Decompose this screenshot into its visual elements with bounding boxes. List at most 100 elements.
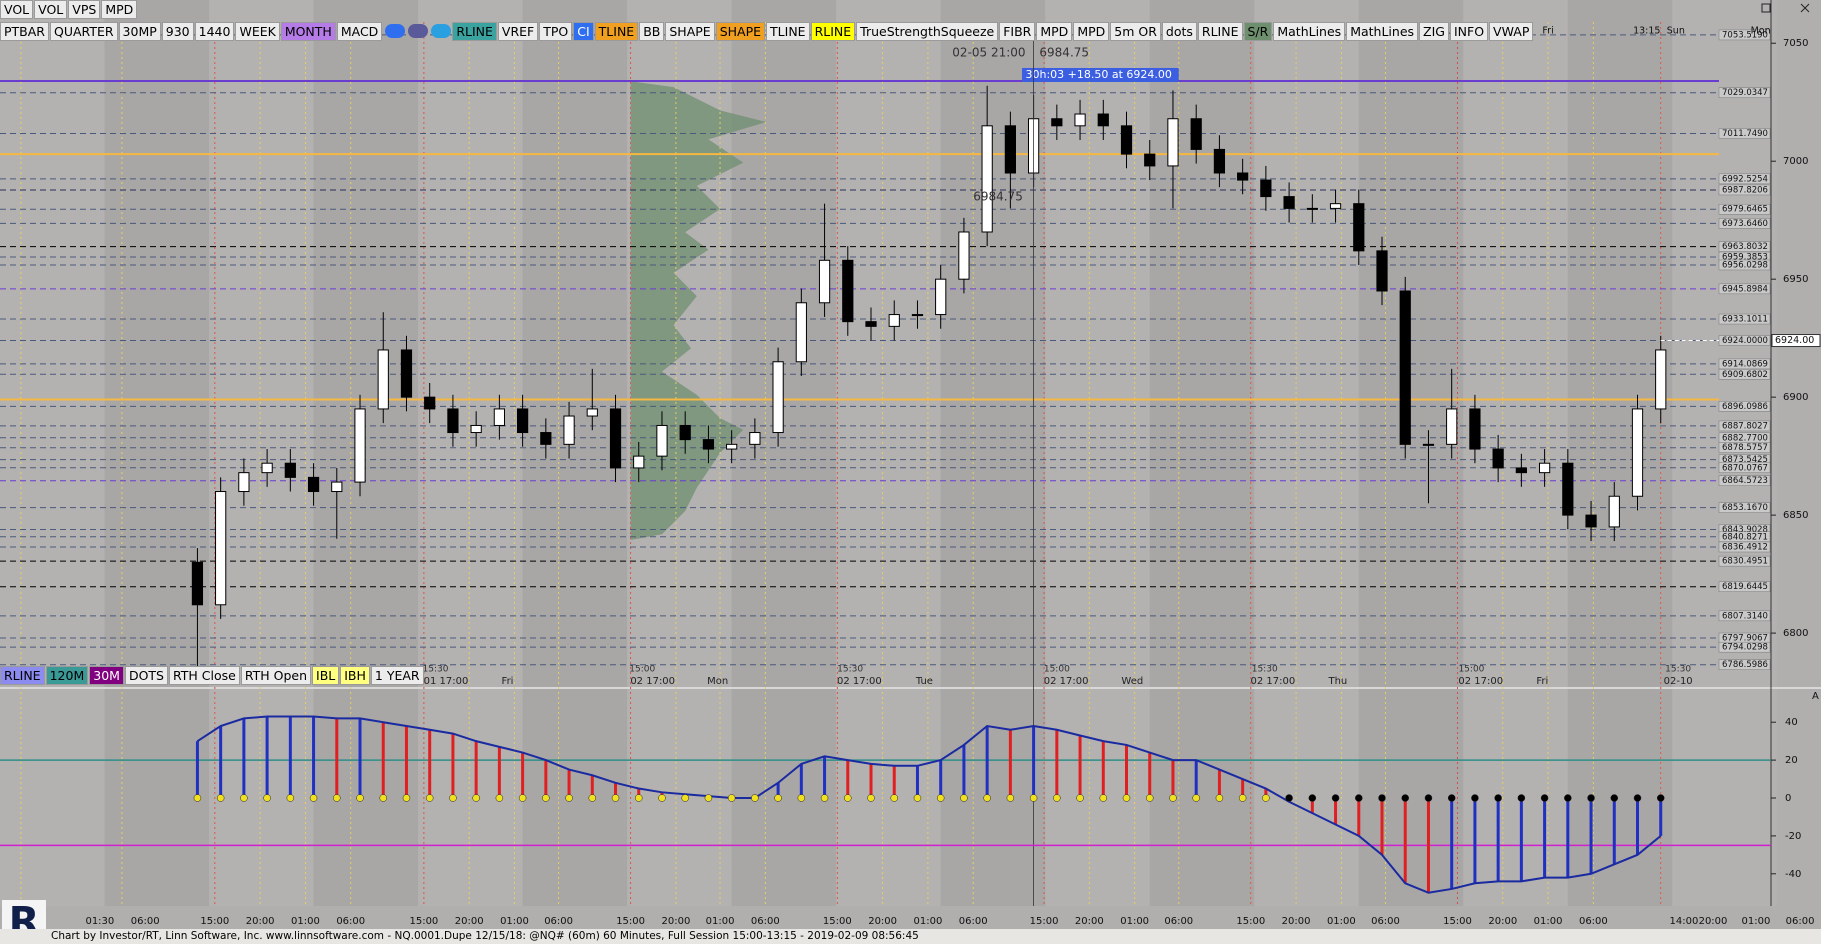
toolbar-button[interactable]: VWAP (1489, 22, 1534, 41)
session-band (313, 0, 419, 906)
zero-dot (960, 794, 968, 802)
level-label-box (1718, 369, 1771, 380)
session-band (1149, 0, 1255, 906)
toolbar-button[interactable]: INFO (1449, 22, 1489, 41)
toolbar-button[interactable]: MathLines (1273, 22, 1346, 41)
level-label: 6853.1670 (1722, 503, 1768, 513)
toolbar-button[interactable]: S/R (1243, 22, 1273, 41)
candle-body (656, 424, 668, 457)
overlay-button[interactable]: 120M (45, 666, 89, 685)
toolbar-button[interactable]: CI (573, 22, 594, 41)
toolbar-button[interactable]: RLINE (452, 22, 497, 41)
overlay-button[interactable]: IBL (312, 666, 340, 685)
x-tick-label: 20:00 (246, 916, 275, 927)
session-band (1358, 0, 1464, 906)
toolbar-button[interactable]: VOL (34, 0, 68, 19)
toolbar-button[interactable]: MACD (336, 22, 383, 41)
overlay-button[interactable]: IBH (340, 666, 370, 685)
last-price-label: 6924.00 (1775, 335, 1814, 346)
day-label: Tue (915, 676, 933, 687)
toolbar-icon[interactable] (408, 24, 429, 38)
candle-body (1469, 408, 1481, 450)
level-label: 6840.8271 (1722, 532, 1768, 542)
toolbar-button[interactable]: SHAPE (715, 22, 766, 41)
toolbar-button[interactable]: RLINE (1197, 22, 1243, 41)
toolbar-button[interactable]: MONTH (280, 22, 336, 41)
toolbar-icon[interactable] (385, 24, 406, 38)
crosshair-time: 02-05 21:00 (952, 46, 1025, 60)
zero-dot (797, 794, 806, 802)
session-label: 15:00 (1458, 665, 1484, 675)
annotation-box (1021, 67, 1179, 82)
level-label: 6882.7700 (1722, 433, 1768, 443)
level-label-box (1718, 203, 1771, 215)
zero-dot (216, 794, 225, 802)
x-tick-label: 20:00 (1699, 916, 1728, 927)
overlay-button[interactable]: RLINE (0, 666, 45, 685)
window-restore[interactable] (1761, 3, 1771, 13)
candle-body (516, 408, 529, 434)
x-tick-label: 15:00 (616, 916, 645, 927)
toolbar-button[interactable]: MPD (101, 0, 138, 19)
panel-divider (0, 687, 1821, 689)
panel-tag: A (1812, 691, 1819, 702)
toolbar-button[interactable]: QUARTER (50, 22, 118, 41)
toolbar-button[interactable]: ZIG (1419, 22, 1449, 41)
toolbar-button[interactable]: PTBAR (0, 22, 49, 41)
x-tick-label: 15:00 (200, 916, 229, 927)
toolbar-button[interactable]: 5m OR (1110, 22, 1161, 41)
x-tick-label: 01:00 (1742, 916, 1771, 927)
zero-dot (565, 794, 573, 802)
toolbar-button[interactable]: BB (639, 22, 665, 41)
x-tick-label: 06:00 (544, 916, 573, 927)
zero-dot (1006, 794, 1015, 802)
overlay-button[interactable]: 1 YEAR (370, 666, 424, 685)
level-label: 6924.0000 (1722, 336, 1768, 346)
candle-body (238, 472, 250, 493)
status-bar: Chart by Investor/RT, Linn Software, Inc… (0, 929, 1821, 944)
toolbar-button[interactable]: 1440 (194, 22, 235, 41)
toolbar-button[interactable]: SHAPE (665, 22, 715, 41)
toolbar-button[interactable]: TrueStrengthSqueeze (856, 22, 999, 41)
candle-body (586, 408, 598, 417)
toolbar-button[interactable]: 30MP (118, 22, 161, 41)
zero-dot (1099, 794, 1108, 802)
toolbar-button[interactable]: MPD (1036, 22, 1073, 41)
zero-dot (774, 794, 782, 802)
candle-body (307, 476, 320, 493)
toolbar-button[interactable]: 930 (161, 22, 194, 41)
toolbar-button[interactable]: MPD (1073, 22, 1110, 41)
window-close[interactable] (1800, 3, 1810, 13)
toolbar-button[interactable]: TLINE (766, 22, 810, 41)
x-tick-label: 06:00 (1786, 916, 1815, 927)
x-tick-label: 01:00 (291, 916, 320, 927)
toolbar-button[interactable]: MathLines (1346, 22, 1419, 41)
toolbar-button[interactable]: FIBR (999, 22, 1036, 41)
toolbar-button[interactable]: VPS (68, 0, 101, 19)
toolbar-button[interactable]: TLINE (594, 22, 639, 41)
overlay-button[interactable]: DOTS (124, 666, 168, 685)
toolbar-button[interactable]: RLINE (810, 22, 856, 41)
candle-body (1167, 118, 1179, 167)
candle-body (331, 481, 343, 493)
toolbar-button[interactable]: VOL (0, 0, 34, 19)
toolbar-button[interactable]: dots (1161, 22, 1197, 41)
level-label-box (1718, 358, 1771, 370)
zero-dot (1192, 794, 1200, 802)
zero-dot (588, 794, 597, 802)
toolbar-button[interactable]: TPO (539, 22, 573, 41)
overlay-button[interactable]: RTH Open (240, 666, 312, 685)
overlay-button[interactable]: 30M (89, 666, 124, 685)
toolbar-button[interactable]: WEEK (235, 22, 280, 41)
candle-body (1631, 408, 1644, 497)
toolbar-button[interactable]: VREF (497, 22, 539, 41)
level-label-box (1718, 581, 1771, 592)
overlay-button[interactable]: RTH Close (169, 666, 240, 685)
zero-dot (1633, 794, 1642, 802)
day-label: 02 17:00 (1044, 676, 1089, 687)
toolbar-icon[interactable] (431, 24, 452, 38)
day-label: Mon (707, 676, 728, 687)
zero-dot (727, 794, 736, 802)
level-label-box (1718, 283, 1771, 295)
zero-dot (402, 794, 411, 802)
